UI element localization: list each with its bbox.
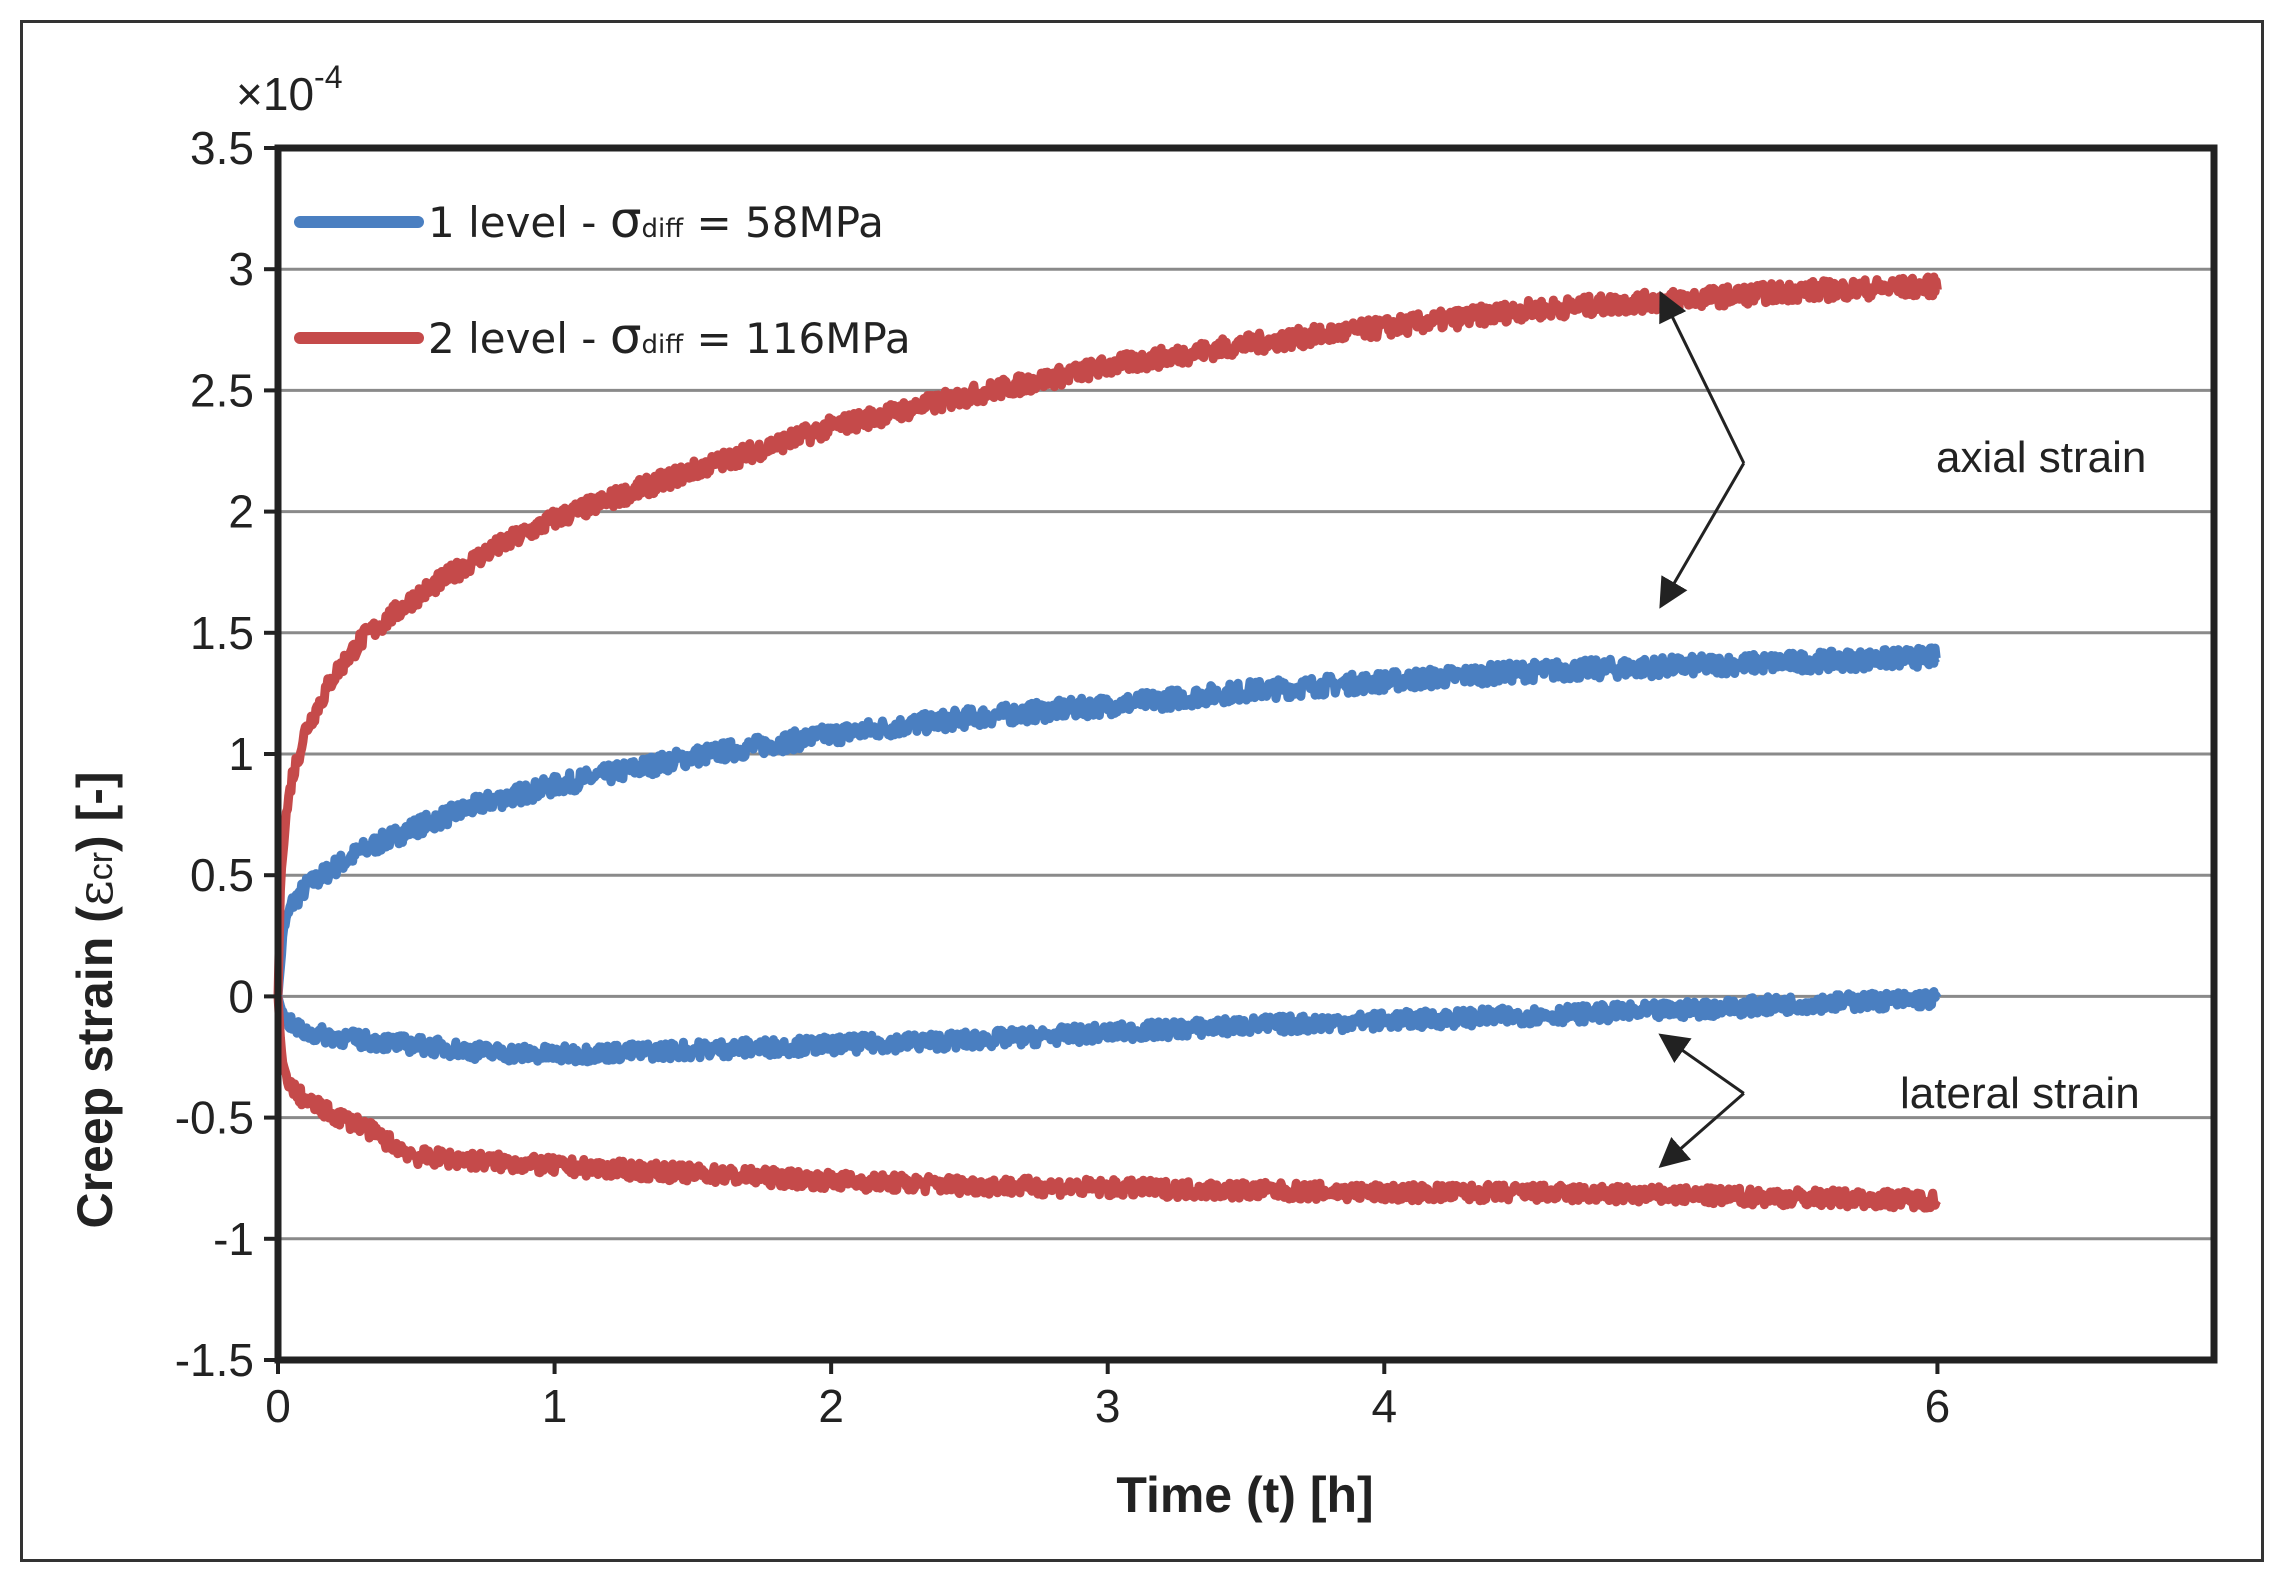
y-tick-label--1.5: -1.5 <box>175 1334 254 1386</box>
series-1-level-axial <box>273 643 1941 997</box>
y-tick-label-2: 2 <box>228 486 254 538</box>
legend-label-2-level: 2 level - σdiff = 116MPa <box>428 307 911 365</box>
legend-label-1-level: 1 level - σdiff = 58MPa <box>428 191 884 249</box>
x-tick-label-3: 3 <box>1095 1380 1121 1432</box>
x-tick-label-0: 0 <box>265 1380 291 1432</box>
data-series <box>273 272 1942 1213</box>
annotation-arrow-lateral-1 <box>1658 1033 1745 1095</box>
annotation-arrow-lateral-2 <box>1658 1092 1745 1169</box>
x-tick-label-2: 2 <box>818 1380 844 1432</box>
x-tick-label-6: 6 <box>1925 1380 1951 1432</box>
annotation-lateral-strain: lateral strain <box>1900 1069 2140 1118</box>
y-axis-multiplier: ×10-4 <box>236 59 342 120</box>
grid-lines <box>278 267 2214 1241</box>
y-tick-label-0: 0 <box>228 970 254 1022</box>
x-tick-label-4: 4 <box>1371 1380 1397 1432</box>
x-tick-label-1: 1 <box>542 1380 568 1432</box>
y-tick-label-3.5: 3.5 <box>190 122 254 174</box>
y-tick-label-3: 3 <box>228 243 254 295</box>
y-tick-label-1: 1 <box>228 728 254 780</box>
legend-item-1-level: 1 level - σdiff = 58MPa <box>294 191 884 249</box>
y-tick-label-1.5: 1.5 <box>190 607 254 659</box>
y-tick-label--1: -1 <box>213 1213 254 1265</box>
y-axis-ticks: 3.5 3 2.5 2 1.5 1 0.5 0 -0.5 -1 -1.5 <box>175 122 278 1386</box>
annotation-axial-strain: axial strain <box>1936 433 2146 482</box>
annotations: axial strain lateral strain <box>1658 290 2146 1169</box>
y-tick-label--0.5: -0.5 <box>175 1092 254 1144</box>
annotation-arrow-axial-2 <box>1659 462 1746 609</box>
x-axis-ticks: 0 1 2 3 4 6 <box>265 1360 1950 1432</box>
series-2-level-lateral <box>273 996 1941 1213</box>
y-tick-label-2.5: 2.5 <box>190 364 254 416</box>
annotation-arrow-axial-1 <box>1659 290 1746 464</box>
y-tick-label-0.5: 0.5 <box>190 849 254 901</box>
legend: 1 level - σdiff = 58MPa 2 level - σdiff … <box>294 191 911 365</box>
series-2-level-axial <box>273 272 1942 997</box>
series-1-level-lateral <box>273 987 1942 1067</box>
figure-frame <box>20 20 2264 1562</box>
x-axis-label: Time (t) [h] <box>1116 1467 1373 1523</box>
legend-item-2-level: 2 level - σdiff = 116MPa <box>294 307 911 365</box>
y-axis-label: Creep strain (εcr) [-] <box>66 771 124 1228</box>
